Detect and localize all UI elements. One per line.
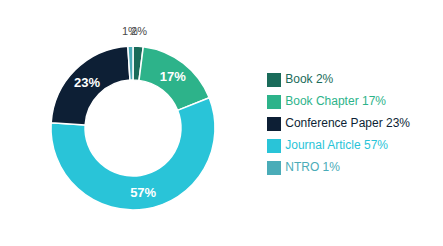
svg-text:23%: 23% [74,75,100,90]
svg-text:1%: 1% [122,25,138,37]
svg-text:2%: 2% [131,25,147,38]
html-text:Journal Article 57%: Journal Article 57% [285,138,388,152]
html-text:NTRO 1%: NTRO 1% [285,160,340,174]
svg-text:57%: 57% [130,185,156,200]
html-text:Conference Paper 23%: Conference Paper 23% [285,116,410,130]
html-text:Book Chapter 17%: Book Chapter 17% [285,94,386,108]
html-text:Book 2%: Book 2% [285,72,334,86]
svg-text:17%: 17% [160,69,186,84]
